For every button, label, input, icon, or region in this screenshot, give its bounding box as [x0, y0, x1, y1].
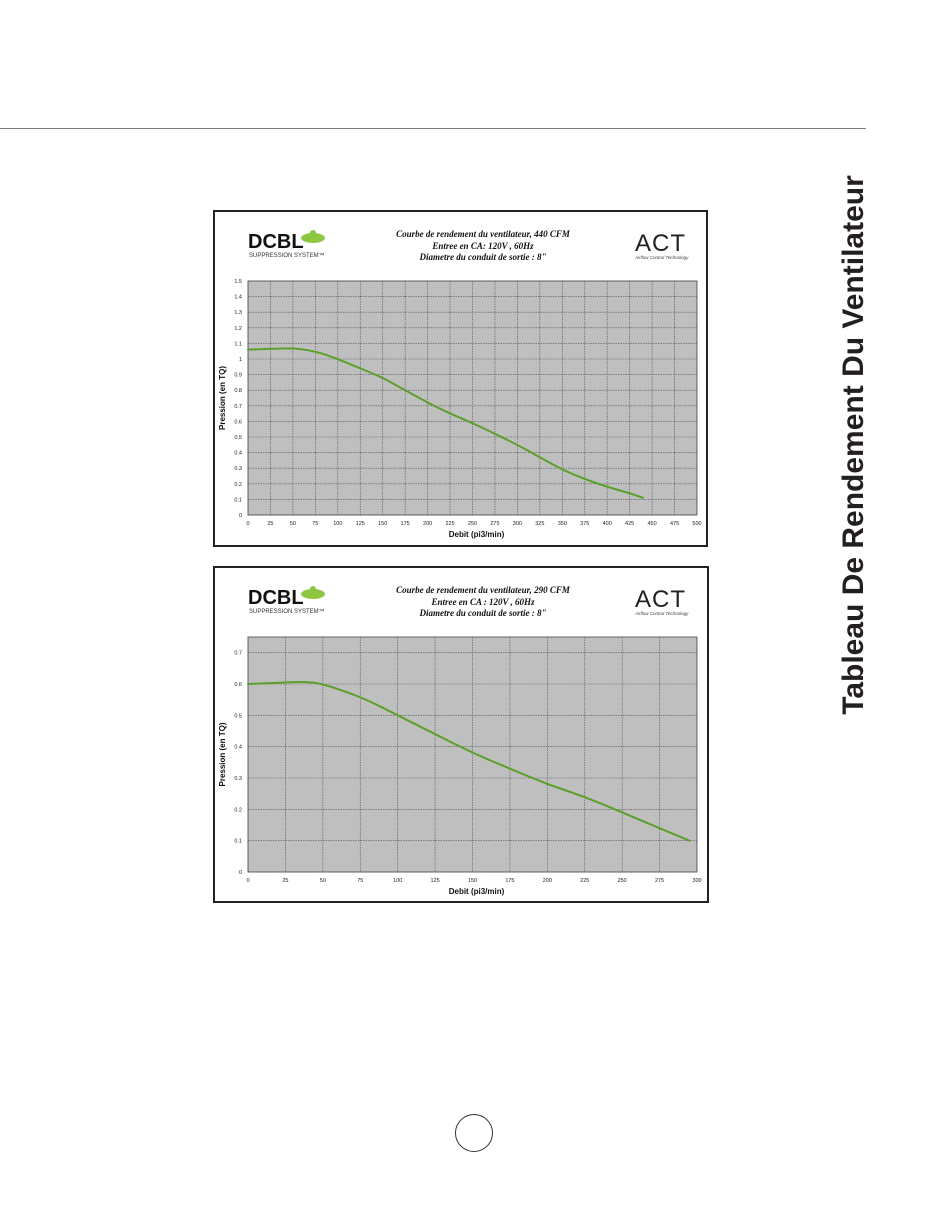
y-tick-label: 0.3	[234, 776, 242, 782]
y-tick-label: 1	[239, 357, 242, 363]
x-tick-label: 300	[513, 521, 522, 527]
x-tick-label: 125	[356, 521, 365, 527]
fan-curve-chart-290: DCBL SUPPRESSION SYSTEM™ ACT Airflow Contro…	[213, 566, 709, 903]
y-tick-label: 1.2	[234, 326, 242, 332]
y-axis-label: Pression (en TQ)	[218, 366, 227, 430]
chart-subtitle: Diametre du conduit de sortie : 8"	[419, 608, 547, 618]
y-tick-label: 0	[239, 870, 242, 876]
chart-subtitle: Entree en CA : 120V , 60Hz	[430, 597, 535, 607]
y-axis-label: Pression (en TQ)	[218, 722, 227, 786]
y-tick-label: 0.8	[234, 388, 242, 394]
x-tick-label: 200	[543, 878, 552, 884]
chart-subtitle: Entree en CA: 120V , 60Hz	[431, 241, 534, 251]
x-tick-label: 0	[246, 878, 249, 884]
x-tick-label: 250	[618, 878, 627, 884]
x-tick-label: 325	[535, 521, 544, 527]
dcbl-leaf-dot-icon	[310, 230, 316, 236]
x-tick-label: 75	[357, 878, 363, 884]
x-axis-label: Debit (pi3/min)	[449, 887, 505, 896]
fan-curve-chart-440: DCBL SUPPRESSION SYSTEM™ ACT Airflow Contro…	[213, 210, 708, 547]
chart-subtitle: Diametre du conduit de sortie : 8"	[419, 252, 547, 262]
x-tick-label: 125	[430, 878, 439, 884]
x-tick-label: 375	[580, 521, 589, 527]
x-tick-label: 250	[468, 521, 477, 527]
x-tick-label: 50	[320, 878, 326, 884]
header-rule	[0, 128, 866, 129]
y-tick-label: 1.1	[234, 341, 242, 347]
x-axis-label: Debit (pi3/min)	[449, 530, 505, 539]
dcbl-logo-subtext: SUPPRESSION SYSTEM™	[249, 252, 325, 259]
x-tick-label: 200	[423, 521, 432, 527]
y-tick-label: 0.2	[234, 807, 242, 813]
x-tick-label: 275	[655, 878, 664, 884]
y-tick-label: 1.4	[234, 295, 242, 301]
x-tick-label: 350	[558, 521, 567, 527]
x-tick-label: 225	[445, 521, 454, 527]
y-tick-label: 0.2	[234, 482, 242, 488]
page-side-title: Tableau De Rendement Du Ventilateur	[837, 175, 870, 715]
y-tick-label: 0	[239, 513, 242, 519]
y-tick-label: 0.4	[234, 451, 242, 457]
y-tick-label: 0.7	[234, 651, 242, 657]
y-tick-label: 0.9	[234, 373, 242, 379]
x-tick-label: 450	[648, 521, 657, 527]
dcbl-leaf-icon	[301, 589, 325, 599]
y-tick-label: 0.7	[234, 404, 242, 410]
y-tick-label: 1.3	[234, 310, 242, 316]
x-tick-label: 175	[401, 521, 410, 527]
act-logo-text: ACT	[635, 230, 686, 257]
y-tick-label: 0.5	[234, 435, 242, 441]
x-tick-label: 100	[333, 521, 342, 527]
x-tick-label: 50	[290, 521, 296, 527]
series-line	[247, 347, 645, 499]
y-tick-label: 0.6	[234, 419, 242, 425]
dcbl-leaf-icon	[301, 233, 325, 243]
dcbl-leaf-dot-icon	[310, 586, 316, 592]
dcbl-logo-subtext: SUPPRESSION SYSTEM™	[249, 608, 325, 615]
x-tick-label: 75	[312, 521, 318, 527]
chart-title: Courbe de rendement du ventilateur, 440 …	[396, 229, 571, 239]
y-tick-label: 0.3	[234, 466, 242, 472]
act-logo-subtext: Airflow Control Technology	[634, 611, 689, 616]
x-tick-label: 500	[692, 521, 701, 527]
y-tick-label: 0.4	[234, 745, 242, 751]
dcbl-logo-text: DCBL	[248, 231, 304, 253]
act-logo-text: ACT	[635, 586, 686, 613]
x-tick-label: 425	[625, 521, 634, 527]
x-tick-label: 400	[603, 521, 612, 527]
x-tick-label: 25	[282, 878, 288, 884]
act-logo-subtext: Airflow Control Technology	[634, 255, 689, 260]
x-tick-label: 275	[490, 521, 499, 527]
y-tick-label: 0.1	[234, 839, 242, 845]
x-tick-label: 150	[468, 878, 477, 884]
x-tick-label: 100	[393, 878, 402, 884]
chart-title: Courbe de rendement du ventilateur, 290 …	[396, 585, 571, 595]
x-tick-label: 150	[378, 521, 387, 527]
x-tick-label: 0	[246, 521, 249, 527]
page-number-circle	[455, 1114, 493, 1152]
x-tick-label: 25	[267, 521, 273, 527]
y-tick-label: 0.5	[234, 713, 242, 719]
series-line	[247, 681, 691, 842]
x-tick-label: 300	[692, 878, 701, 884]
x-tick-label: 175	[505, 878, 514, 884]
x-tick-label: 475	[670, 521, 679, 527]
dcbl-logo-text: DCBL	[248, 587, 304, 609]
y-tick-label: 0.6	[234, 682, 242, 688]
y-tick-label: 1.5	[234, 279, 242, 285]
y-tick-label: 0.1	[234, 497, 242, 503]
x-tick-label: 225	[580, 878, 589, 884]
